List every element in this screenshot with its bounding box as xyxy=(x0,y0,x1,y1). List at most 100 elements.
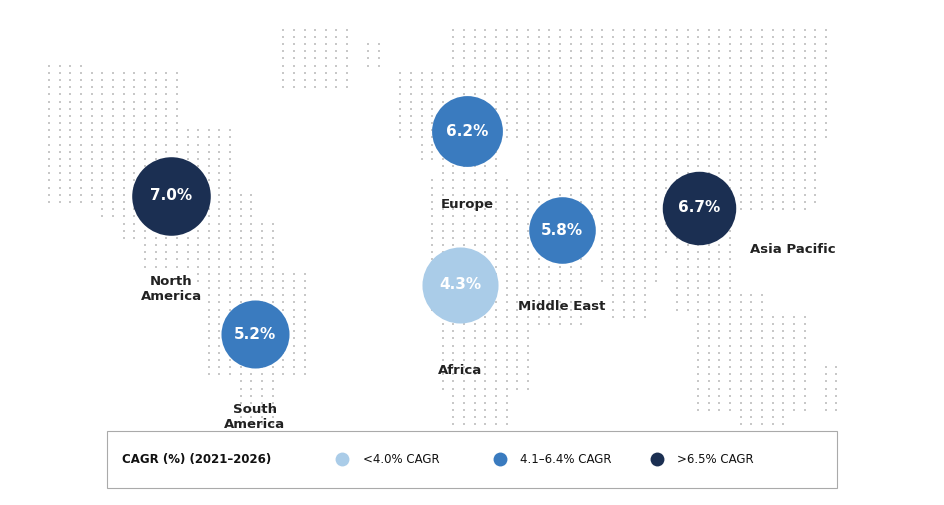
Point xyxy=(211,313,227,321)
Point xyxy=(84,83,99,91)
Point xyxy=(457,256,472,264)
Point xyxy=(542,198,557,206)
Point xyxy=(233,348,248,357)
Point xyxy=(126,76,142,84)
Point xyxy=(616,212,632,220)
Point xyxy=(563,320,578,328)
Point xyxy=(563,26,578,34)
Point xyxy=(637,76,652,84)
Point xyxy=(191,227,206,235)
Point xyxy=(446,284,461,292)
Point xyxy=(531,212,547,220)
Point xyxy=(457,334,472,342)
Point xyxy=(637,256,652,264)
Point xyxy=(574,241,589,249)
Point xyxy=(478,248,493,257)
Point xyxy=(595,234,610,242)
Point xyxy=(744,140,759,148)
Point xyxy=(244,234,259,242)
Point xyxy=(159,105,174,113)
Point xyxy=(691,148,706,156)
Point xyxy=(765,40,780,48)
Point xyxy=(691,176,706,184)
Point xyxy=(233,270,248,278)
Point xyxy=(201,356,216,364)
Point xyxy=(712,33,727,41)
Point xyxy=(574,306,589,314)
Point xyxy=(786,119,801,127)
Point xyxy=(211,256,227,264)
Point xyxy=(722,370,737,378)
Point xyxy=(180,126,195,134)
Point xyxy=(488,284,503,292)
Point xyxy=(712,220,727,228)
Point xyxy=(744,69,759,77)
Point xyxy=(457,327,472,335)
Point xyxy=(478,112,493,120)
Point xyxy=(435,320,450,328)
Point xyxy=(680,284,695,292)
Point xyxy=(244,284,259,292)
Point xyxy=(680,76,695,84)
Point xyxy=(531,198,547,206)
Point xyxy=(552,69,567,77)
Point xyxy=(106,155,121,163)
Point xyxy=(148,256,163,264)
Point xyxy=(467,112,482,120)
Point xyxy=(106,148,121,156)
Point xyxy=(42,90,57,98)
Point xyxy=(169,234,184,242)
Point xyxy=(765,348,780,357)
Point xyxy=(478,370,493,378)
Point xyxy=(211,348,227,357)
Point xyxy=(637,284,652,292)
Point xyxy=(223,356,238,364)
Point xyxy=(733,148,749,156)
Point xyxy=(744,421,759,429)
Point xyxy=(754,62,769,70)
Point xyxy=(649,220,664,228)
Point xyxy=(201,306,216,314)
Point xyxy=(211,341,227,349)
Point xyxy=(478,413,493,421)
Point xyxy=(765,413,780,421)
Point xyxy=(797,40,812,48)
Point xyxy=(754,105,769,113)
Point xyxy=(52,112,67,120)
Point xyxy=(637,62,652,70)
Point xyxy=(637,241,652,249)
Point xyxy=(680,234,695,242)
Point xyxy=(669,248,684,257)
Point xyxy=(574,284,589,292)
Point xyxy=(488,69,503,77)
Point xyxy=(478,105,493,113)
Point xyxy=(616,105,632,113)
Point xyxy=(722,148,737,156)
Point xyxy=(435,241,450,249)
Point xyxy=(733,126,749,134)
Point xyxy=(797,140,812,148)
Point xyxy=(776,140,791,148)
Point xyxy=(616,76,632,84)
Point xyxy=(457,421,472,429)
Point xyxy=(488,119,503,127)
Point xyxy=(552,306,567,314)
Point xyxy=(808,105,823,113)
Point xyxy=(563,69,578,77)
Point xyxy=(340,40,355,48)
Point xyxy=(63,83,78,91)
Point xyxy=(211,327,227,335)
Point xyxy=(169,69,184,77)
Point xyxy=(531,76,547,84)
Point xyxy=(765,47,780,56)
Point xyxy=(499,327,514,335)
Point xyxy=(148,191,163,199)
Point xyxy=(255,334,270,342)
Text: Middle East: Middle East xyxy=(518,299,605,313)
Point xyxy=(159,198,174,206)
Point xyxy=(669,212,684,220)
Point xyxy=(116,205,131,213)
Point xyxy=(255,327,270,335)
Point xyxy=(233,263,248,271)
Point xyxy=(499,26,514,34)
